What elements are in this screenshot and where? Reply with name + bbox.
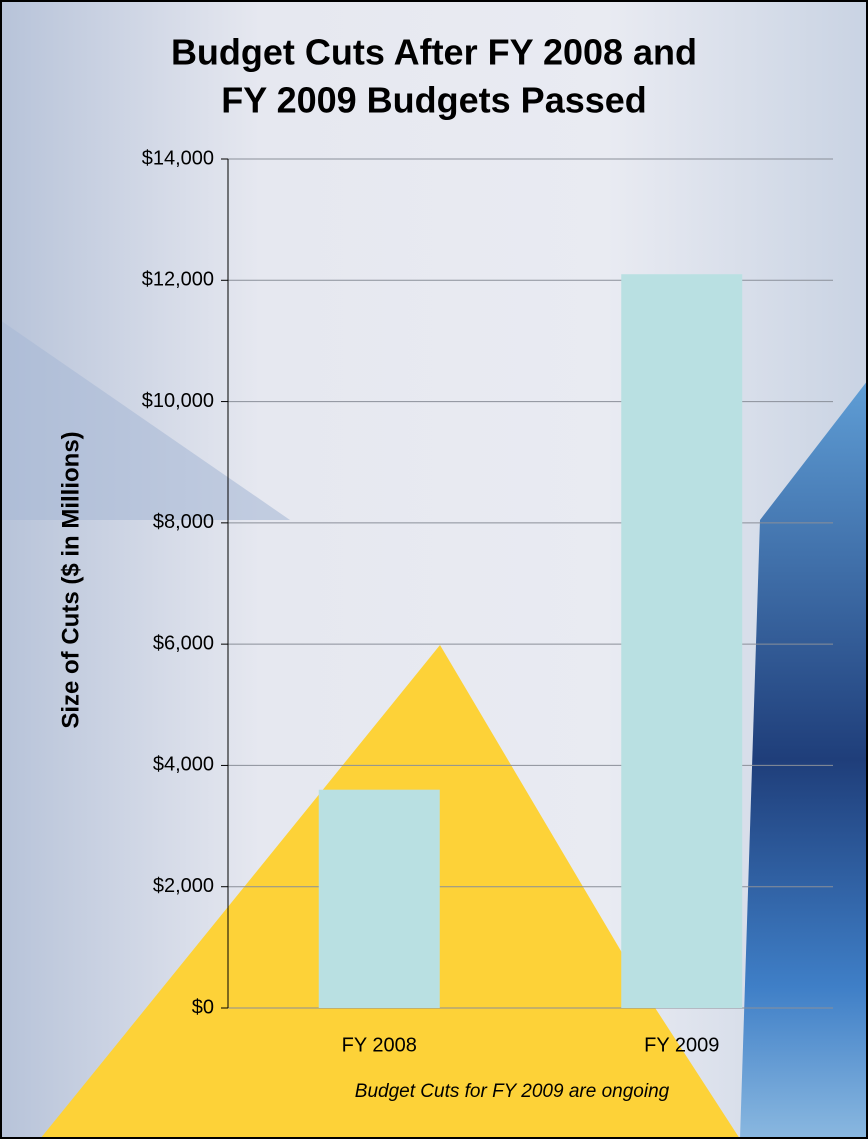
y-tick-label: $0	[192, 996, 214, 1018]
y-tick-label: $4,000	[153, 754, 214, 776]
bar	[621, 274, 743, 1008]
y-axis-label: Size of Cuts ($ in Millions)	[57, 431, 84, 728]
annotation: Budget Cuts for FY 2009 are ongoing	[355, 1081, 670, 1102]
y-tick-label: $14,000	[142, 147, 214, 169]
y-tick-label: $2,000	[153, 875, 214, 897]
x-tick-label: FY 2009	[644, 1034, 719, 1056]
chart-title: FY 2009 Budgets Passed	[221, 80, 647, 121]
x-tick-label: FY 2008	[342, 1034, 417, 1056]
y-tick-label: $12,000	[142, 269, 214, 291]
bar	[318, 789, 440, 1008]
y-tick-label: $8,000	[153, 511, 214, 533]
decoration-blue	[740, 380, 868, 1139]
chart-title: Budget Cuts After FY 2008 and	[171, 32, 697, 73]
decoration-left	[0, 320, 290, 520]
y-tick-label: $6,000	[153, 632, 214, 654]
y-tick-label: $10,000	[142, 390, 214, 412]
